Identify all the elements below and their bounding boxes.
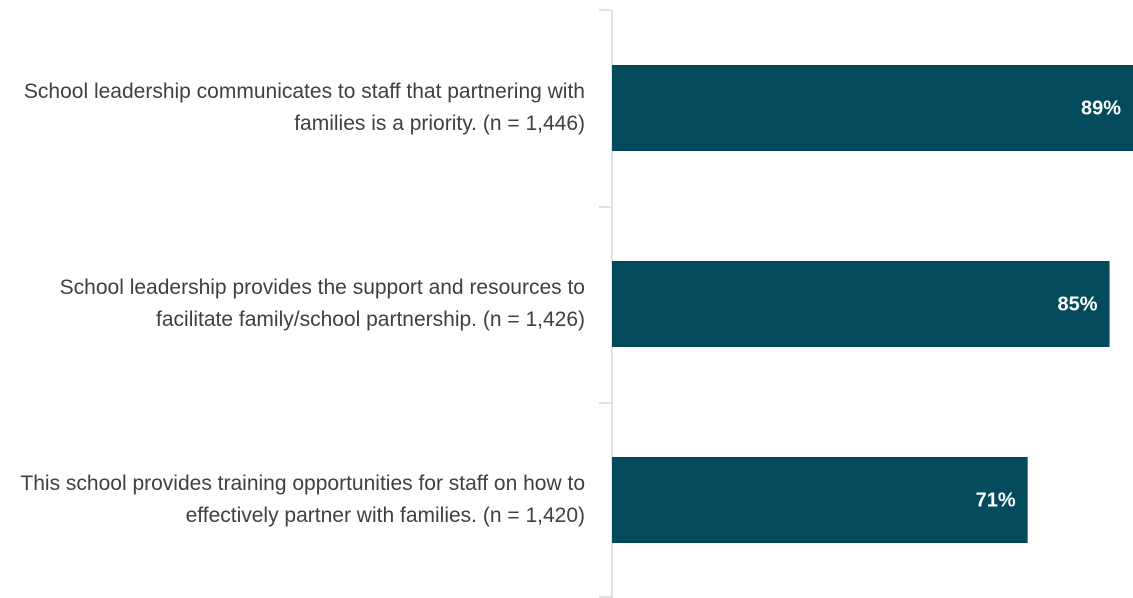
value-label: 85%	[1058, 293, 1098, 315]
value-label: 89%	[1081, 97, 1121, 119]
bar	[612, 261, 1110, 347]
bar	[612, 457, 1028, 543]
bar	[612, 65, 1133, 151]
category-label: This school provides training opportunit…	[20, 472, 585, 527]
category-label: School leadership communicates to staff …	[23, 80, 585, 135]
category-label: School leadership provides the support a…	[59, 276, 585, 331]
value-label: 71%	[976, 489, 1016, 511]
